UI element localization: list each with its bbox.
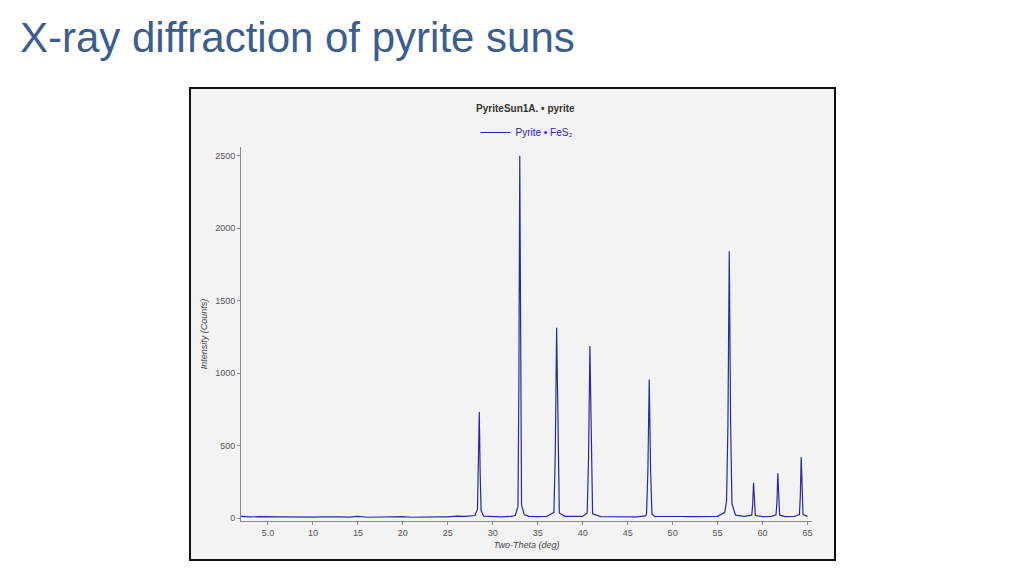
svg-text:10: 10 [308,528,318,538]
svg-text:5.0: 5.0 [262,528,275,538]
svg-text:2000: 2000 [215,223,235,233]
svg-text:45: 45 [623,528,633,538]
svg-text:Two-Theta (deg): Two-Theta (deg) [494,540,560,550]
svg-text:2500: 2500 [215,151,235,161]
svg-text:30: 30 [488,528,498,538]
svg-text:1000: 1000 [215,368,235,378]
svg-text:0: 0 [230,513,235,523]
svg-text:40: 40 [578,528,588,538]
svg-text:60: 60 [758,528,768,538]
svg-text:500: 500 [220,441,235,451]
html-text:X-ray diffraction of pyrite su: X-ray diffraction of pyrite suns [20,14,575,61]
svg-text:65: 65 [802,528,812,538]
svg-text:Pyrite • FeS₂: Pyrite • FeS₂ [516,127,573,138]
svg-text:50: 50 [668,528,678,538]
svg-text:Intensity (Counts): Intensity (Counts) [199,299,209,370]
svg-text:15: 15 [353,528,363,538]
svg-text:55: 55 [713,528,723,538]
svg-text:1500: 1500 [215,296,235,306]
svg-text:25: 25 [443,528,453,538]
svg-text:PyriteSun1A. • pyrite: PyriteSun1A. • pyrite [476,103,575,114]
svg-text:35: 35 [533,528,543,538]
svg-text:20: 20 [398,528,408,538]
